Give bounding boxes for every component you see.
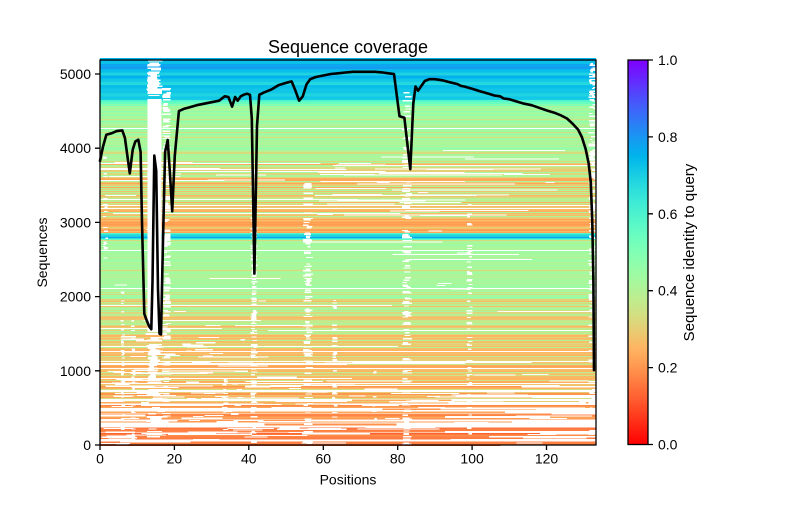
svg-text:0.4: 0.4: [658, 283, 678, 299]
svg-text:0.6: 0.6: [658, 206, 678, 222]
svg-text:60: 60: [316, 451, 332, 467]
svg-text:40: 40: [241, 451, 257, 467]
svg-text:Sequence identity to query: Sequence identity to query: [681, 163, 698, 341]
svg-text:0: 0: [96, 451, 104, 467]
svg-text:Sequences: Sequences: [34, 217, 50, 287]
svg-text:1000: 1000: [60, 363, 91, 379]
svg-text:80: 80: [390, 451, 406, 467]
svg-text:100: 100: [460, 451, 484, 467]
svg-text:3000: 3000: [60, 214, 91, 230]
svg-text:0: 0: [83, 437, 91, 453]
svg-text:5000: 5000: [60, 66, 91, 82]
svg-text:20: 20: [167, 451, 183, 467]
svg-text:1.0: 1.0: [658, 52, 678, 68]
svg-text:0.2: 0.2: [658, 360, 678, 376]
svg-text:120: 120: [535, 451, 559, 467]
svg-text:4000: 4000: [60, 140, 91, 156]
svg-text:0.8: 0.8: [658, 129, 678, 145]
svg-text:Sequence coverage: Sequence coverage: [268, 37, 428, 57]
svg-text:Positions: Positions: [320, 472, 377, 488]
svg-text:0.0: 0.0: [658, 437, 678, 453]
svg-text:2000: 2000: [60, 289, 91, 305]
